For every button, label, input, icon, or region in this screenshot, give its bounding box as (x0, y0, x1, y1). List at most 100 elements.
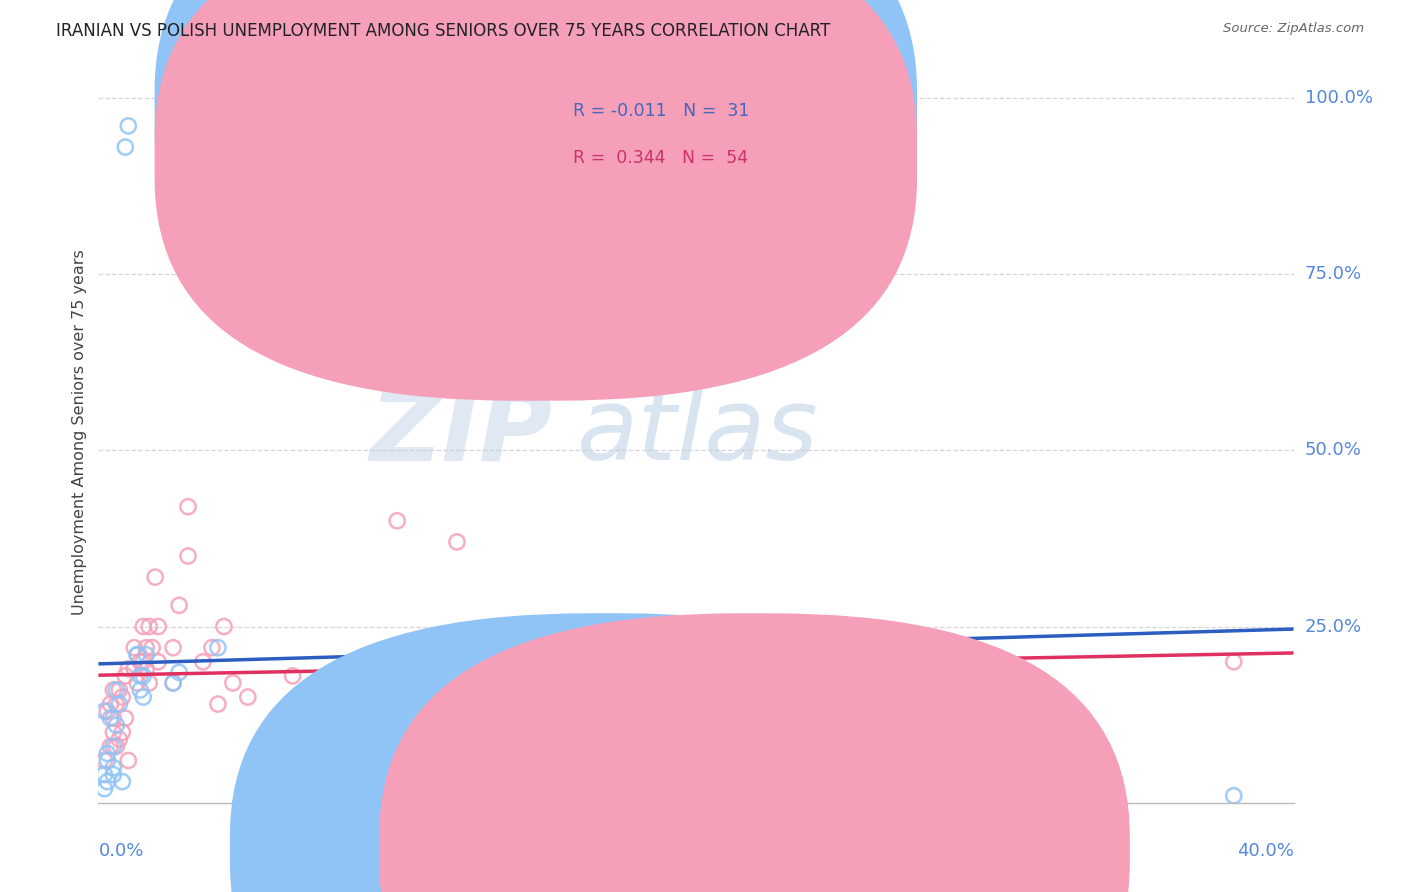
Point (141, 640, 163, 655)
Text: R =  0.344   N =  54: R = 0.344 N = 54 (572, 149, 748, 167)
Point (132, 655, 155, 669)
Point (114, 669, 136, 683)
Point (108, 732, 131, 747)
Point (550, 182, 572, 196)
Point (114, 140, 136, 154)
Y-axis label: Unemployment Among Seniors over 75 years: Unemployment Among Seniors over 75 years (72, 250, 87, 615)
Point (162, 676, 184, 690)
Point (129, 669, 152, 683)
Point (356, 655, 378, 669)
Point (111, 690, 134, 704)
Text: 75.0%: 75.0% (1305, 265, 1362, 283)
Point (111, 774, 134, 789)
Point (105, 739, 128, 754)
Point (103, 739, 125, 754)
Point (135, 640, 157, 655)
Point (98, 711, 122, 725)
Point (132, 690, 155, 704)
Point (984, 669, 1007, 683)
Point (93, 704, 115, 718)
Point (1223, 655, 1246, 669)
Text: IRANIAN VS POLISH UNEMPLOYMENT AMONG SENIORS OVER 75 YEARS CORRELATION CHART: IRANIAN VS POLISH UNEMPLOYMENT AMONG SEN… (56, 22, 831, 40)
Text: 0.0%: 0.0% (98, 842, 143, 860)
Text: 25.0%: 25.0% (1305, 617, 1362, 635)
Point (520, 648, 543, 662)
Point (124, 662, 146, 676)
Point (385, 514, 409, 528)
Point (536, 655, 558, 669)
FancyBboxPatch shape (380, 614, 1130, 892)
Point (177, 500, 200, 514)
Text: Iranians: Iranians (630, 840, 700, 858)
Point (129, 683, 152, 698)
Point (96, 747, 118, 761)
Text: ZIP: ZIP (370, 384, 553, 481)
Text: Poles: Poles (779, 840, 825, 858)
Point (143, 570, 166, 584)
Point (297, 683, 319, 698)
Point (212, 619, 235, 633)
FancyBboxPatch shape (155, 0, 917, 401)
FancyBboxPatch shape (155, 0, 917, 353)
Point (167, 665, 190, 680)
Text: 100.0%: 100.0% (1305, 88, 1372, 107)
Point (96, 704, 118, 718)
Point (103, 767, 125, 781)
Point (148, 655, 170, 669)
Point (98, 697, 122, 711)
Point (167, 599, 190, 613)
Point (132, 669, 155, 683)
Point (105, 697, 128, 711)
Point (138, 676, 160, 690)
Point (93, 767, 115, 781)
Point (207, 640, 229, 655)
Point (138, 619, 160, 633)
Point (127, 648, 149, 662)
Point (311, 739, 333, 754)
Point (117, 754, 139, 768)
Point (446, 535, 468, 549)
Point (93, 754, 115, 768)
Point (162, 640, 184, 655)
Text: atlas: atlas (576, 384, 818, 481)
Point (111, 725, 134, 739)
Point (132, 619, 155, 633)
Point (191, 655, 214, 669)
Point (129, 655, 152, 669)
Point (103, 683, 125, 698)
Point (103, 760, 125, 774)
Point (207, 697, 229, 711)
Point (124, 640, 146, 655)
Point (103, 711, 125, 725)
Point (98, 739, 122, 754)
Point (114, 711, 136, 725)
Point (96, 754, 118, 768)
Point (108, 697, 131, 711)
Point (685, 760, 707, 774)
Point (117, 119, 139, 133)
Point (267, 711, 290, 725)
Text: 50.0%: 50.0% (1305, 442, 1361, 459)
Point (135, 648, 157, 662)
Text: 40.0%: 40.0% (1237, 842, 1294, 860)
Point (162, 676, 184, 690)
Point (148, 619, 170, 633)
FancyBboxPatch shape (489, 75, 801, 194)
Point (105, 683, 128, 698)
Point (201, 640, 224, 655)
Point (103, 725, 125, 739)
Point (626, 690, 648, 704)
Point (93, 781, 115, 796)
Point (236, 690, 259, 704)
Point (177, 549, 200, 563)
Point (117, 662, 139, 676)
Point (1223, 789, 1246, 803)
Text: R = -0.011   N =  31: R = -0.011 N = 31 (572, 102, 749, 120)
Point (127, 648, 149, 662)
Point (281, 669, 304, 683)
Point (96, 774, 118, 789)
Point (105, 718, 128, 732)
Point (222, 676, 245, 690)
Point (581, 676, 603, 690)
Point (574, 683, 596, 698)
